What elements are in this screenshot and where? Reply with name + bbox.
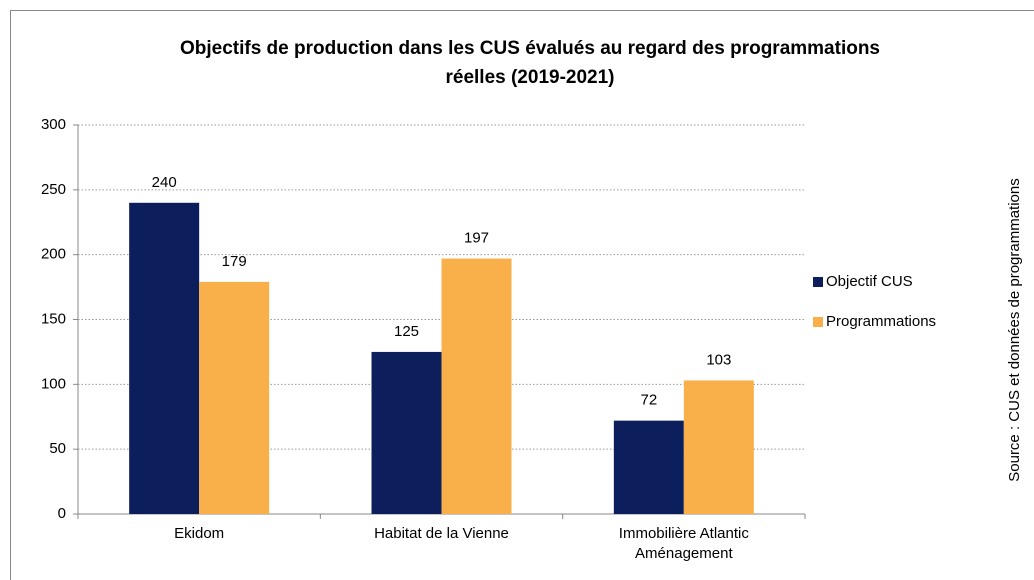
data-label: 179 [222,253,247,270]
y-tick-label: 250 [41,181,66,198]
legend-swatch [813,277,823,287]
legend-label: Objectif CUS [826,273,913,290]
bar [683,380,754,514]
x-tick-label: Immobilière Atlantic Aménagement [618,525,749,562]
bar [371,351,442,514]
data-label: 197 [464,230,489,247]
bar [199,281,270,514]
y-tick-label: 150 [41,310,66,327]
data-label: 72 [640,392,657,409]
y-tick-label: 50 [49,440,66,457]
chart-border [10,10,1034,580]
source-note: Source : CUS et données de programmation… [1006,178,1023,482]
data-label: 125 [394,323,419,340]
legend-label: Programmations [826,313,936,330]
y-tick-label: 0 [58,505,66,522]
bar [613,420,684,514]
x-tick-label: Habitat de la Vienne [374,525,509,542]
bar [129,202,200,515]
y-tick-label: 100 [41,375,66,392]
y-tick-label: 300 [41,116,66,133]
chart-title: Objectifs de production dans les CUS éva… [179,38,880,88]
bar [441,258,512,514]
legend-swatch [813,317,823,327]
data-label: 103 [706,351,731,368]
y-tick-label: 200 [41,246,66,263]
data-label: 240 [152,174,177,191]
x-tick-label: Ekidom [174,525,225,542]
